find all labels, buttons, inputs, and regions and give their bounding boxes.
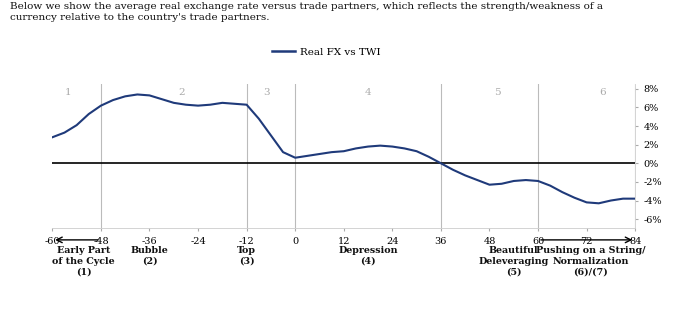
Text: Pushing on a String/
Normalization
(6)/(7): Pushing on a String/ Normalization (6)/(… [536, 246, 646, 277]
Text: 5: 5 [494, 88, 501, 97]
Text: Top
(3): Top (3) [237, 246, 256, 266]
Legend: Real FX vs TWI: Real FX vs TWI [268, 43, 385, 61]
Text: Bubble
(2): Bubble (2) [131, 246, 168, 266]
Text: Below we show the average real exchange rate versus trade partners, which reflec: Below we show the average real exchange … [10, 2, 604, 22]
Text: Depression
(4): Depression (4) [339, 246, 398, 266]
Text: Early Part
of the Cycle
(1): Early Part of the Cycle (1) [52, 246, 115, 277]
Text: 2: 2 [179, 88, 185, 97]
Text: Beautiful
Deleveraging
(5): Beautiful Deleveraging (5) [479, 246, 549, 277]
Text: 6: 6 [600, 88, 606, 97]
Text: 1: 1 [65, 88, 72, 97]
Text: 3: 3 [264, 88, 270, 97]
Text: 4: 4 [365, 88, 371, 97]
